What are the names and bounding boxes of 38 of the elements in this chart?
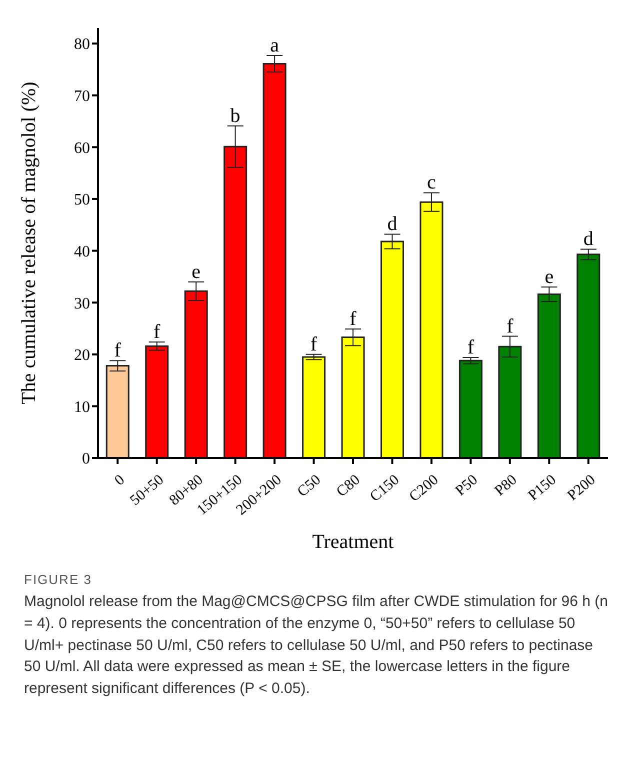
- x-tick-label: C50: [294, 472, 324, 500]
- annotation: f: [114, 340, 122, 362]
- x-tick-label: C150: [367, 472, 403, 506]
- annotation: f: [350, 308, 357, 330]
- y-tick-label: 50: [74, 192, 90, 209]
- caption: FIGURE 3: [24, 572, 93, 587]
- annotation: a: [270, 34, 280, 56]
- y-tick-label: 60: [74, 140, 90, 157]
- text: Magnolol release from the Mag@CMCS@CPSG film after CWDE stimulation for 96 h (n = 4). 0 represents the concentration of the enzyme 0, “50+50” refers to cellulase 50 U/ml+ pectinase 50 U/ml, C50 refers to cellulase 50 U/ml, and P50 refers to pectinase 50 U/ml. All data were expressed as mean ± SE, the lowercase letters in the figure represent significant differences (P < 0.05).: [24, 592, 609, 699]
- bar: [302, 356, 326, 458]
- annotation: d: [387, 213, 398, 236]
- x-tick-label: 0: [112, 472, 128, 490]
- x-tick-label: P80: [492, 472, 520, 500]
- x-tick-label: C200: [406, 472, 442, 506]
- x-tick-label: C80: [334, 472, 364, 500]
- y-tick-label: 40: [74, 243, 90, 260]
- bar: [145, 345, 169, 458]
- bar: [458, 360, 482, 458]
- y-axis-title: The cumulative release of magnolol (%): [18, 82, 40, 404]
- annotation: f: [506, 315, 514, 338]
- annotation: f: [467, 336, 474, 358]
- x-axis-title: Treatment: [312, 531, 394, 553]
- annotation: e: [192, 260, 201, 283]
- y-tick-label: 20: [74, 347, 90, 364]
- annotation: d: [583, 228, 594, 250]
- annotation: f: [310, 333, 318, 356]
- x-tick-label: P150: [526, 472, 560, 504]
- y-tick-label: 0: [82, 450, 90, 468]
- x-tick-label: P50: [452, 472, 481, 500]
- annotation: e: [544, 266, 554, 288]
- annotation: b: [230, 104, 240, 127]
- y-tick-label: 30: [74, 295, 90, 312]
- y-tick-label: 10: [74, 398, 90, 416]
- y-tick-label: 80: [74, 36, 90, 54]
- annotation: c: [427, 172, 436, 194]
- annotation: f: [154, 320, 161, 343]
- y-tick-label: 70: [74, 88, 90, 106]
- x-tick-label: P200: [564, 472, 599, 504]
